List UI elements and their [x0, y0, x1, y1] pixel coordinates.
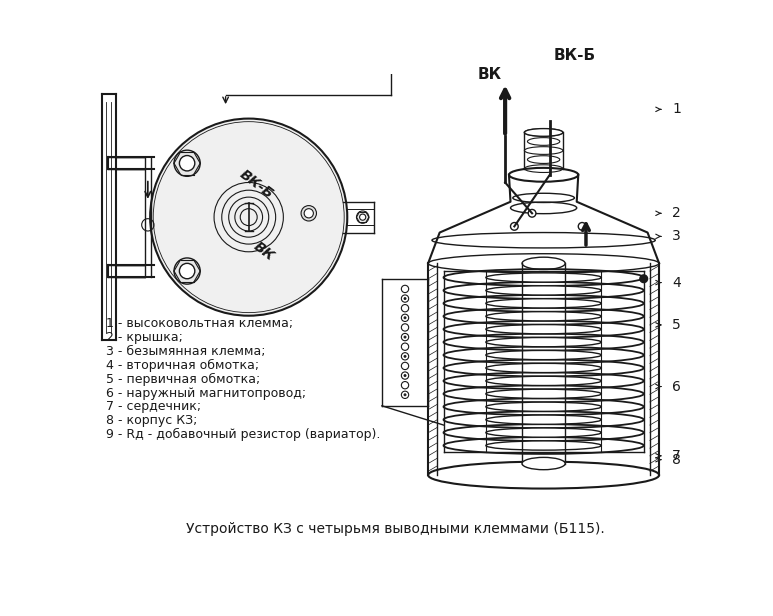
Ellipse shape	[486, 441, 601, 450]
Ellipse shape	[522, 457, 565, 469]
Circle shape	[640, 275, 648, 283]
Text: 3 - безымянная клемма;: 3 - безымянная клемма;	[106, 345, 266, 358]
Text: Устройство КЗ с четырьмя выводными клеммами (Б115).: Устройство КЗ с четырьмя выводными клемм…	[186, 522, 605, 536]
Circle shape	[356, 211, 369, 223]
Ellipse shape	[486, 273, 601, 282]
Circle shape	[174, 150, 200, 176]
Text: 5 - первичная обмотка;: 5 - первичная обмотка;	[106, 373, 261, 386]
Ellipse shape	[486, 299, 601, 308]
Ellipse shape	[486, 338, 601, 347]
Ellipse shape	[486, 363, 601, 373]
Circle shape	[304, 209, 313, 218]
Circle shape	[578, 222, 586, 230]
Circle shape	[404, 394, 406, 396]
Ellipse shape	[486, 286, 601, 295]
Text: 8: 8	[673, 453, 681, 467]
Circle shape	[179, 263, 195, 278]
Circle shape	[404, 317, 406, 319]
Ellipse shape	[428, 461, 659, 488]
Text: 7 - сердечник;: 7 - сердечник;	[106, 400, 202, 413]
Ellipse shape	[486, 415, 601, 424]
Circle shape	[528, 209, 536, 217]
Text: 4: 4	[673, 275, 681, 290]
Text: ВК-Б: ВК-Б	[553, 48, 596, 63]
Text: 7: 7	[673, 449, 681, 463]
Text: 9: 9	[393, 0, 402, 1]
Ellipse shape	[486, 402, 601, 411]
Circle shape	[404, 355, 406, 357]
Text: 1 - высоковольтная клемма;: 1 - высоковольтная клемма;	[106, 317, 294, 330]
Text: 4 - вторичная обмотка;: 4 - вторичная обмотка;	[106, 359, 260, 372]
Circle shape	[179, 155, 195, 171]
Text: 6: 6	[673, 379, 681, 394]
Text: ВК: ВК	[251, 240, 277, 264]
Ellipse shape	[486, 312, 601, 321]
Ellipse shape	[524, 129, 563, 136]
Circle shape	[404, 375, 406, 376]
Circle shape	[510, 222, 518, 230]
Ellipse shape	[486, 376, 601, 386]
Text: 1: 1	[673, 102, 681, 116]
Text: 6 - наружный магнитопровод;: 6 - наружный магнитопровод;	[106, 387, 306, 400]
Circle shape	[404, 336, 406, 338]
Circle shape	[301, 206, 316, 221]
Text: 2 - крышка;: 2 - крышка;	[106, 331, 183, 344]
Text: 8 - корпус КЗ;: 8 - корпус КЗ;	[106, 414, 198, 428]
Text: 2: 2	[673, 206, 681, 221]
Text: 9 - Rд - добавочный резистор (вариатор).: 9 - Rд - добавочный резистор (вариатор).	[106, 428, 380, 441]
Text: ВК-Б: ВК-Б	[237, 168, 276, 202]
Text: 3: 3	[673, 229, 681, 243]
Text: 5: 5	[673, 318, 681, 332]
Ellipse shape	[486, 389, 601, 399]
Circle shape	[150, 118, 347, 315]
Ellipse shape	[486, 351, 601, 360]
Ellipse shape	[486, 325, 601, 334]
Circle shape	[404, 298, 406, 299]
Circle shape	[359, 214, 366, 220]
Ellipse shape	[486, 428, 601, 437]
Circle shape	[174, 258, 200, 284]
Text: ВК: ВК	[477, 67, 501, 83]
